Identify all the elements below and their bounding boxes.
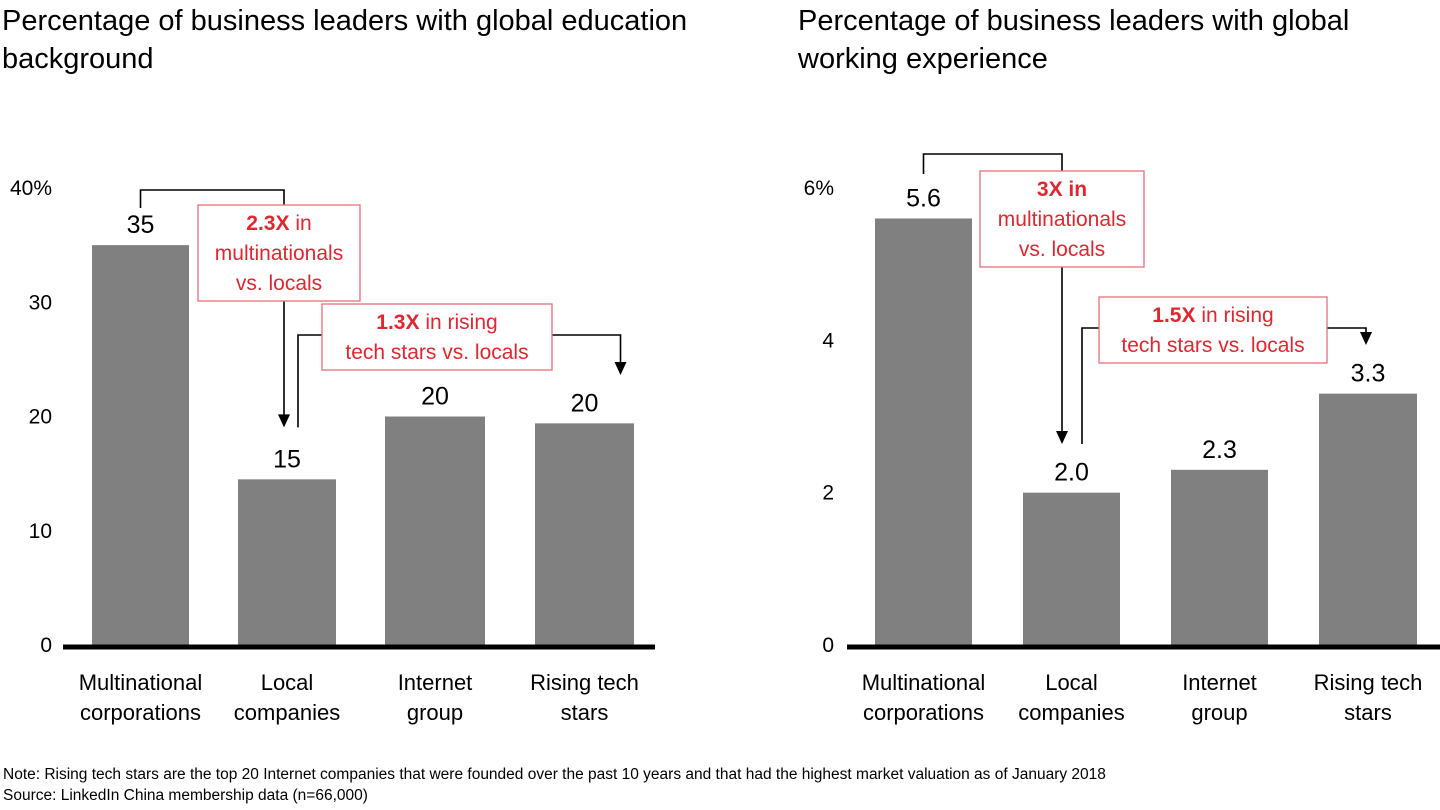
bar-value-label: 5.6 (906, 184, 941, 212)
y-tick-label: 0 (822, 634, 834, 657)
y-tick-label: 10 (29, 520, 52, 543)
callout-headline: 1.3X in rising (376, 311, 497, 334)
bar-value-label: 20 (421, 383, 449, 411)
bar (535, 423, 634, 645)
callout-line: vs. locals (236, 272, 322, 295)
category-label: Local (1045, 670, 1098, 695)
category-label: companies (234, 700, 340, 725)
callout-multiplier: 1.3X (376, 311, 419, 334)
bar (875, 218, 972, 645)
callout-headline: 1.5X in rising (1152, 304, 1273, 327)
callout-line: multinationals (215, 242, 343, 265)
callout-line: tech stars vs. locals (345, 341, 528, 364)
callout-box (197, 204, 361, 302)
y-tick-label: 30 (29, 291, 52, 314)
category-label: stars (561, 700, 609, 725)
category-label: Multinational (862, 670, 986, 695)
footnote-source: Source: LinkedIn China membership data (… (3, 787, 368, 804)
category-label: Rising tech (1314, 670, 1423, 695)
callout-headline-rest: in rising (1196, 304, 1274, 327)
bar (92, 245, 189, 645)
bar (1023, 492, 1120, 645)
category-label: companies (1018, 700, 1124, 725)
category-label: Rising tech (530, 670, 639, 695)
bar-value-label: 20 (571, 389, 599, 417)
bar-value-label: 3.3 (1351, 360, 1386, 388)
y-tick-label: 6% (804, 177, 834, 200)
callout-headline: 3X in (1037, 178, 1087, 201)
callout-line: tech stars vs. locals (1121, 334, 1304, 357)
arrowhead-icon (614, 362, 627, 375)
category-label: stars (1344, 700, 1392, 725)
footnote-note: Note: Rising tech stars are the top 20 I… (3, 766, 1106, 783)
bar-value-label: 35 (127, 211, 155, 239)
left-chart-title: Percentage of business leaders with glob… (2, 5, 688, 75)
experience-chart: 0 2 4 6% 5.6 Multinational corporations 2.0 Loca… (804, 153, 1440, 725)
y-tick-label: 20 (29, 406, 52, 429)
category-label: group (407, 700, 463, 725)
callout-box (321, 303, 553, 371)
callout-multiplier: 2.3X (246, 212, 289, 235)
y-tick-label: 0 (40, 634, 52, 657)
callout-box (1098, 296, 1328, 364)
bar (1319, 393, 1417, 645)
callout-headline: 2.3X in (246, 212, 311, 235)
callout-line: multinationals (998, 208, 1126, 231)
category-label: Local (261, 670, 314, 695)
bar (238, 479, 336, 645)
category-label: group (1191, 700, 1247, 725)
y-tick-label: 40% (10, 177, 52, 200)
callout-headline-rest: in rising (420, 311, 498, 334)
bar-value-label: 15 (273, 445, 301, 473)
bar-value-label: 2.3 (1202, 436, 1237, 464)
callout-box (979, 170, 1145, 268)
bar (385, 416, 485, 645)
category-label: Internet (398, 670, 473, 695)
category-label: corporations (80, 700, 201, 725)
bar-value-label: 2.0 (1054, 459, 1089, 487)
category-label: Internet (1182, 670, 1257, 695)
y-tick-label: 4 (822, 329, 834, 352)
category-label: Multinational (79, 670, 203, 695)
right-chart-title: Percentage of business leaders with glob… (798, 5, 1350, 75)
callout-multiplier: 1.5X (1152, 304, 1195, 327)
education-chart: 0 10 20 30 40% 35 Multinational corporations 15 L… (10, 177, 655, 725)
y-tick-label: 2 (822, 482, 834, 505)
callout-multiplier: 3X in (1037, 178, 1087, 201)
bar (1171, 469, 1268, 645)
connector-line (922, 153, 1063, 432)
callout-line: vs. locals (1019, 238, 1105, 261)
category-label: corporations (863, 700, 984, 725)
connector-line (139, 189, 285, 420)
arrowhead-icon (1360, 332, 1372, 345)
arrowhead-icon (1056, 431, 1068, 444)
callout-headline-rest: in (290, 212, 312, 235)
arrowhead-icon (278, 414, 290, 428)
